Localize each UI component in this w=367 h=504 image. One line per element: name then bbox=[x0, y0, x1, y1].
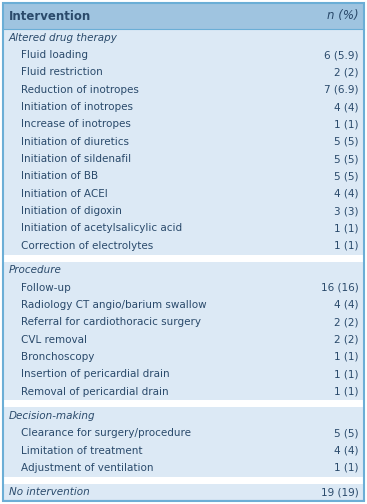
Bar bbox=[3, 255, 364, 262]
Text: Initiation of BB: Initiation of BB bbox=[21, 171, 98, 181]
Text: 4 (4): 4 (4) bbox=[334, 189, 359, 199]
Bar bbox=[3, 185, 364, 203]
Text: Initiation of sildenafil: Initiation of sildenafil bbox=[21, 154, 131, 164]
Text: 1 (1): 1 (1) bbox=[334, 223, 359, 233]
Bar bbox=[3, 279, 364, 296]
Text: 3 (3): 3 (3) bbox=[334, 206, 359, 216]
Bar bbox=[3, 116, 364, 133]
Text: 4 (4): 4 (4) bbox=[334, 102, 359, 112]
Text: Follow-up: Follow-up bbox=[21, 283, 71, 292]
Bar bbox=[3, 64, 364, 81]
Bar bbox=[3, 442, 364, 459]
Bar bbox=[3, 237, 364, 255]
Text: 5 (5): 5 (5) bbox=[334, 428, 359, 438]
Text: 4 (4): 4 (4) bbox=[334, 300, 359, 310]
Text: 2 (2): 2 (2) bbox=[334, 335, 359, 345]
Text: 2 (2): 2 (2) bbox=[334, 317, 359, 327]
Text: Removal of pericardial drain: Removal of pericardial drain bbox=[21, 387, 168, 397]
Text: 5 (5): 5 (5) bbox=[334, 154, 359, 164]
Bar bbox=[3, 133, 364, 150]
Text: Initiation of ACEI: Initiation of ACEI bbox=[21, 189, 108, 199]
Bar bbox=[3, 365, 364, 383]
Bar bbox=[3, 29, 364, 46]
Text: Intervention: Intervention bbox=[9, 10, 91, 23]
Text: Insertion of pericardial drain: Insertion of pericardial drain bbox=[21, 369, 170, 379]
Text: 1 (1): 1 (1) bbox=[334, 352, 359, 362]
Bar bbox=[3, 313, 364, 331]
Text: Decision-making: Decision-making bbox=[9, 411, 96, 421]
Text: No intervention: No intervention bbox=[9, 487, 90, 497]
Bar bbox=[3, 296, 364, 313]
Text: Clearance for surgery/procedure: Clearance for surgery/procedure bbox=[21, 428, 191, 438]
Bar bbox=[3, 3, 364, 29]
Text: 1 (1): 1 (1) bbox=[334, 119, 359, 130]
Text: Increase of inotropes: Increase of inotropes bbox=[21, 119, 131, 130]
Bar bbox=[3, 424, 364, 442]
Text: Initiation of inotropes: Initiation of inotropes bbox=[21, 102, 133, 112]
Text: Referral for cardiothoracic surgery: Referral for cardiothoracic surgery bbox=[21, 317, 201, 327]
Bar bbox=[3, 331, 364, 348]
Text: Adjustment of ventilation: Adjustment of ventilation bbox=[21, 463, 153, 473]
Bar bbox=[3, 262, 364, 279]
Text: 19 (19): 19 (19) bbox=[321, 487, 359, 497]
Text: Fluid loading: Fluid loading bbox=[21, 50, 88, 60]
Text: 5 (5): 5 (5) bbox=[334, 171, 359, 181]
Text: Reduction of inotropes: Reduction of inotropes bbox=[21, 85, 139, 95]
Bar bbox=[3, 168, 364, 185]
Text: CVL removal: CVL removal bbox=[21, 335, 87, 345]
Text: 16 (16): 16 (16) bbox=[321, 283, 359, 292]
Bar bbox=[3, 484, 364, 501]
Text: 6 (5.9): 6 (5.9) bbox=[324, 50, 359, 60]
Text: Initiation of acetylsalicylic acid: Initiation of acetylsalicylic acid bbox=[21, 223, 182, 233]
Text: Altered drug therapy: Altered drug therapy bbox=[9, 33, 118, 43]
Bar bbox=[3, 459, 364, 477]
Text: Initiation of digoxin: Initiation of digoxin bbox=[21, 206, 122, 216]
Text: 4 (4): 4 (4) bbox=[334, 446, 359, 456]
Text: Fluid restriction: Fluid restriction bbox=[21, 68, 103, 78]
Bar bbox=[3, 220, 364, 237]
Text: 5 (5): 5 (5) bbox=[334, 137, 359, 147]
Text: 1 (1): 1 (1) bbox=[334, 463, 359, 473]
Text: 1 (1): 1 (1) bbox=[334, 387, 359, 397]
Text: Limitation of treatment: Limitation of treatment bbox=[21, 446, 142, 456]
Bar bbox=[3, 383, 364, 400]
Bar bbox=[3, 407, 364, 424]
Text: Procedure: Procedure bbox=[9, 265, 62, 275]
Bar bbox=[3, 477, 364, 484]
Bar bbox=[3, 203, 364, 220]
Bar bbox=[3, 46, 364, 64]
Bar bbox=[3, 348, 364, 365]
Bar bbox=[3, 81, 364, 98]
Text: Radiology CT angio/barium swallow: Radiology CT angio/barium swallow bbox=[21, 300, 207, 310]
Text: 2 (2): 2 (2) bbox=[334, 68, 359, 78]
Text: 7 (6.9): 7 (6.9) bbox=[324, 85, 359, 95]
Text: Initiation of diuretics: Initiation of diuretics bbox=[21, 137, 129, 147]
Bar bbox=[3, 150, 364, 168]
Text: 1 (1): 1 (1) bbox=[334, 241, 359, 251]
Text: 1 (1): 1 (1) bbox=[334, 369, 359, 379]
Text: Correction of electrolytes: Correction of electrolytes bbox=[21, 241, 153, 251]
Bar bbox=[3, 98, 364, 116]
Bar bbox=[3, 400, 364, 407]
Text: n (%): n (%) bbox=[327, 10, 359, 23]
Text: Bronchoscopy: Bronchoscopy bbox=[21, 352, 94, 362]
